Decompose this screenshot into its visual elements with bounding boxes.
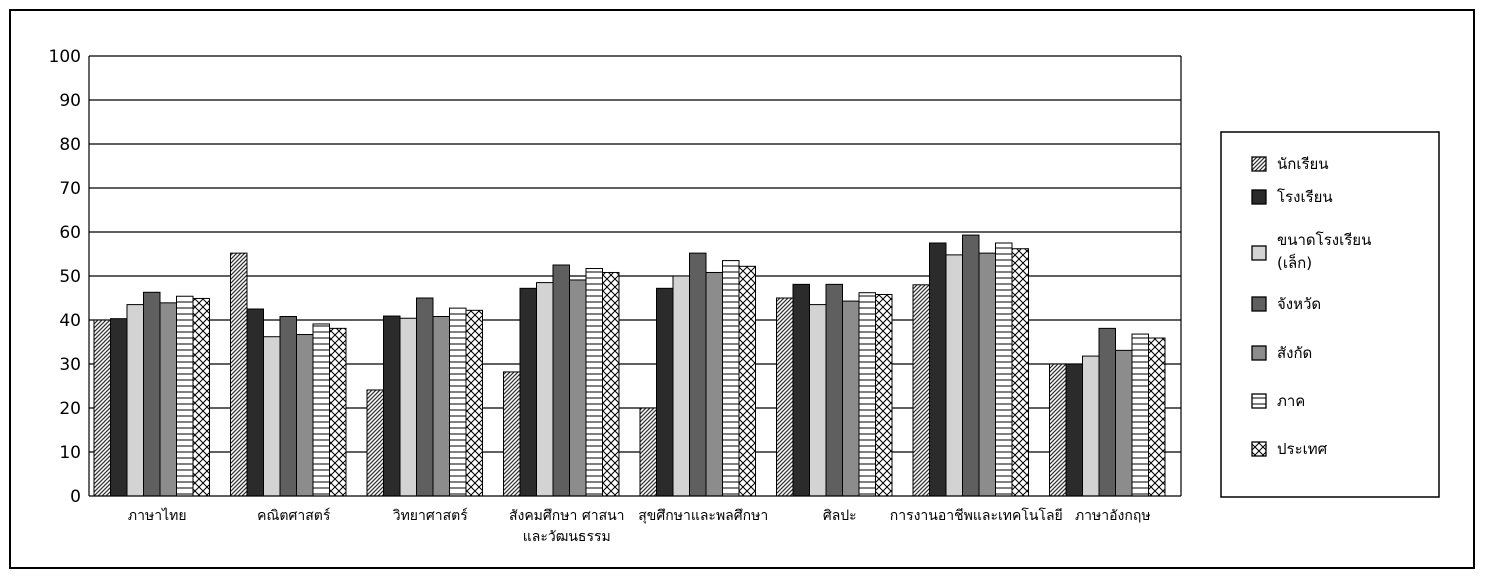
bar-cat0-series5 (176, 295, 194, 497)
bar-cat7-series1 (1065, 363, 1083, 497)
bar-cat6-series0 (912, 284, 930, 497)
bar-cat7-series5 (1131, 333, 1149, 497)
legend-swatch-series2 (1251, 245, 1267, 261)
bar-cat6-series3 (962, 234, 980, 497)
legend-label-series2: ขนาดโรงเรียน (1277, 231, 1371, 249)
bar-cat1-series0 (230, 252, 248, 497)
x-category-label-1: คณิตศาสตร์ (257, 507, 331, 524)
bar-cat6-series1 (929, 242, 947, 497)
bar-cat6-series6 (1011, 248, 1029, 497)
bar-cat0-series4 (159, 302, 177, 497)
bar-cat4-series1 (656, 287, 674, 497)
x-category-label-6: การงานอาชีพและเทคโนโลยี (890, 507, 1063, 524)
x-category-label-3-line1: และวัฒนธรรม (523, 529, 611, 545)
bar-cat5-series5 (858, 292, 876, 497)
x-category-label-7: ภาษาอังกฤษ (1075, 508, 1151, 524)
bar-cat0-series6 (192, 297, 210, 497)
bar-cat1-series5 (312, 323, 330, 497)
bar-cat3-series1 (519, 287, 537, 497)
chart-frame: 0 10 20 30 40 50 60 70 80 90 100 ภาษาไทย คณิตศาสตร์… (9, 9, 1475, 569)
bar-cat7-series0 (1049, 363, 1067, 497)
bar-cat1-series1 (246, 308, 264, 497)
bar-cat3-series4 (569, 279, 587, 497)
y-tick-label-100: 100 (49, 47, 81, 67)
legend-swatch-series4 (1251, 345, 1267, 361)
bar-cat4-series4 (705, 271, 723, 497)
bar-cat5-series0 (776, 297, 794, 497)
legend-swatch-series0 (1251, 156, 1267, 172)
y-tick-label-60: 60 (59, 223, 81, 243)
bars (93, 234, 1166, 497)
y-tick-labels: 0 10 20 30 40 50 60 70 80 90 100 (49, 47, 81, 507)
legend-label-series4: สังกัด (1277, 344, 1312, 362)
bar-cat6-series4 (978, 252, 996, 497)
y-tick-label-0: 0 (70, 487, 81, 507)
bar-cat2-series1 (383, 315, 401, 497)
bar-cat2-series0 (366, 389, 384, 497)
bar-cat5-series4 (842, 300, 860, 497)
bar-cat6-series2 (945, 254, 963, 497)
bar-cat1-series4 (296, 334, 314, 497)
bar-cat7-series6 (1148, 337, 1166, 497)
x-category-label-0: ภาษาไทย (128, 507, 187, 524)
bar-cat5-series3 (825, 283, 843, 497)
bar-cat5-series6 (875, 293, 893, 497)
legend-swatch-series6 (1251, 441, 1267, 457)
y-tick-label-50: 50 (59, 267, 81, 287)
legend-swatch-series1 (1251, 189, 1267, 205)
y-tick-label-70: 70 (59, 179, 81, 199)
y-tick-label-30: 30 (59, 355, 81, 375)
bar-cat4-series3 (689, 252, 707, 497)
x-category-label-3: สังคมศึกษา ศาสนา (509, 508, 625, 524)
bar-cat1-series2 (263, 336, 281, 497)
bar-cat5-series2 (809, 304, 827, 497)
x-category-label-2: วิทยาศาสตร์ (393, 507, 469, 524)
bar-cat5-series1 (792, 283, 810, 497)
bar-cat4-series0 (639, 407, 657, 497)
bar-cat4-series6 (738, 265, 756, 497)
bar-cat2-series2 (399, 317, 417, 497)
legend-label-series2-line1: (เล็ก) (1277, 253, 1312, 272)
legend-label-series3: จังหวัด (1277, 295, 1321, 313)
bar-cat7-series2 (1082, 355, 1100, 497)
bar-cat7-series4 (1115, 349, 1133, 497)
bar-cat1-series3 (279, 315, 297, 497)
x-category-label-4: สุขศึกษาและพลศึกษา (638, 508, 768, 524)
bar-cat0-series3 (143, 291, 161, 497)
bar-cat3-series5 (585, 268, 603, 497)
bar-chart: 0 10 20 30 40 50 60 70 80 90 100 ภาษาไทย คณิตศาสตร์… (49, 47, 1440, 545)
bar-cat6-series5 (995, 242, 1013, 497)
bar-cat2-series6 (465, 309, 483, 497)
bar-cat3-series0 (503, 371, 521, 497)
axes (88, 56, 1182, 497)
legend-label-series5: ภาค (1277, 392, 1305, 410)
y-tick-label-90: 90 (59, 91, 81, 111)
bar-cat2-series5 (449, 307, 467, 497)
bar-cat2-series4 (432, 315, 450, 497)
x-category-label-5: ศิลปะ (823, 508, 857, 524)
bar-cat0-series0 (93, 319, 111, 497)
y-tick-label-10: 10 (59, 443, 81, 463)
legend-label-series0: นักเรียน (1277, 155, 1329, 173)
bar-cat3-series2 (536, 282, 554, 497)
bar-cat1-series6 (329, 327, 347, 497)
bar-cat0-series1 (110, 318, 128, 497)
y-tick-label-80: 80 (59, 135, 81, 155)
legend-swatch-series3 (1251, 296, 1267, 312)
legend-swatch-series5 (1251, 393, 1267, 409)
legend-label-series6: ประเทศ (1277, 440, 1328, 458)
legend-label-series1: โรงเรียน (1277, 188, 1333, 206)
bar-cat4-series5 (722, 260, 740, 497)
bar-cat7-series3 (1098, 327, 1116, 497)
bar-cat3-series6 (602, 271, 620, 497)
y-tick-label-20: 20 (59, 399, 81, 419)
x-category-labels: ภาษาไทย คณิตศาสตร์ วิทยาศาสตร์ สังคมศึกษา ศ… (128, 507, 1151, 545)
y-tick-label-40: 40 (59, 311, 81, 331)
bar-cat2-series3 (416, 297, 434, 497)
bar-cat4-series2 (672, 275, 690, 497)
bar-cat0-series2 (126, 304, 144, 497)
bar-cat3-series3 (552, 264, 570, 497)
